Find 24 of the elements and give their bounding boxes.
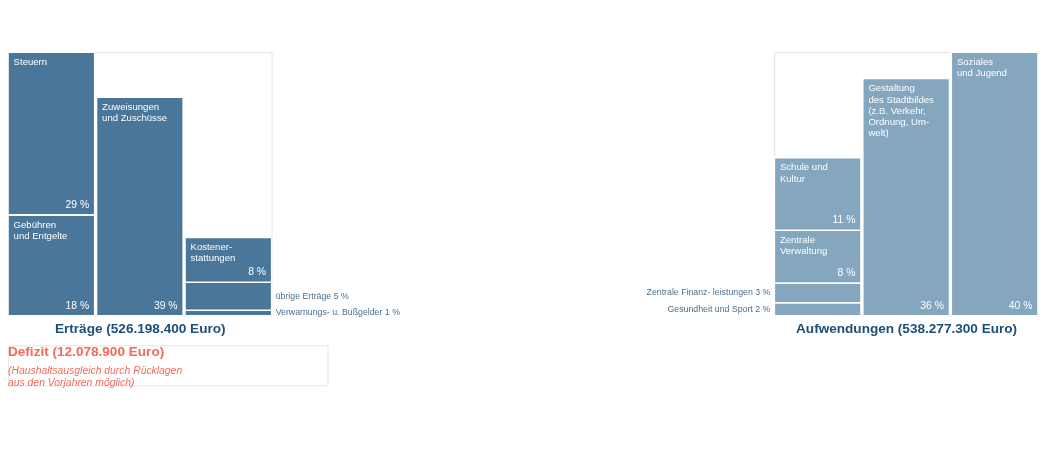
- series-label: Gebühren und Entgelte: [13, 218, 68, 241]
- series-label: Zuweisungen und Zuschüsse: [102, 100, 168, 124]
- series-label: Kostener- stattungen: [190, 241, 236, 264]
- text: Defizit (12.078.900 Euro): [7, 343, 165, 359]
- series-label: Zentrale Verwaltung: [779, 233, 828, 257]
- text: übrige Erträge 5 %: [275, 290, 349, 301]
- text: Verwarnungs- u. Bußgelder 1 %: [275, 307, 400, 318]
- series-label: Schule und Kultur: [779, 161, 828, 184]
- x-axis-title: Aufwendungen (538.277.300 Euro): [796, 321, 1018, 337]
- text: Gesundheit und Sport 2 %: [667, 303, 771, 314]
- data-label: 39 %: [153, 299, 178, 311]
- series-label: Soziales und Jugend: [956, 55, 1007, 79]
- data-label: 36 %: [920, 299, 944, 311]
- data-label: 40 %: [1008, 299, 1033, 311]
- series-label: Steuern: [13, 55, 48, 67]
- data-label: 8 %: [837, 266, 856, 278]
- series-label: Gestaltung des Stadtbildes (z.B. Verkehr, Ordnung, Um- welt): [867, 82, 935, 139]
- text: (Haushaltsausgleich durch Rücklagen aus den Vorjahren möglich): [7, 365, 183, 389]
- text: Zentrale Finanz- leistungen 3 %: [646, 287, 771, 298]
- x-axis-title: Erträge (526.198.400 Euro): [54, 321, 226, 337]
- data-label: 11 %: [832, 214, 856, 225]
- data-label: 8 %: [248, 266, 267, 278]
- data-label: 29 %: [65, 198, 90, 210]
- data-label: 18 %: [65, 299, 90, 311]
